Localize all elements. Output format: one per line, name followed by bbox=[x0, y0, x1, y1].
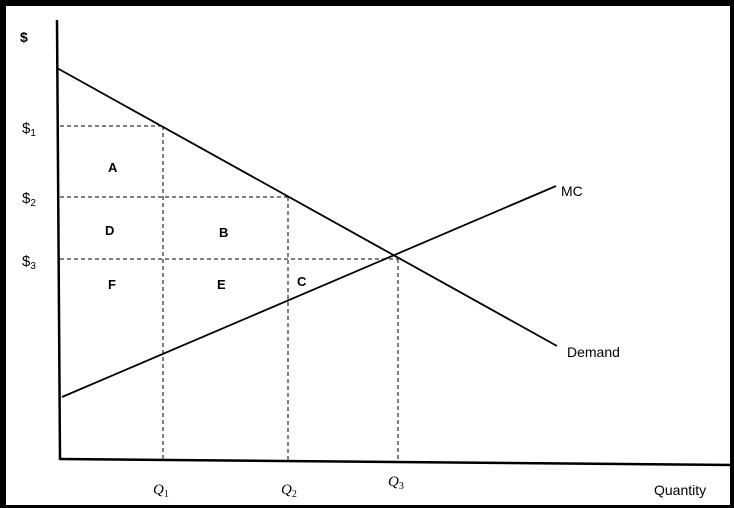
frame-border-bottom bbox=[0, 505, 734, 508]
region-label-e: E bbox=[217, 277, 226, 292]
frame-border-right bbox=[730, 0, 734, 508]
region-label-d: D bbox=[105, 223, 114, 238]
y-axis-label: $ bbox=[20, 29, 28, 45]
x-axis-label: Quantity bbox=[654, 482, 706, 498]
demand-curve-label: Demand bbox=[567, 344, 620, 360]
frame-border-top bbox=[0, 0, 734, 6]
quantity-label-3: Q3 bbox=[388, 474, 404, 492]
price-label-3: $3 bbox=[22, 253, 36, 272]
quantity-label-1: Q1 bbox=[153, 482, 169, 500]
y-axis bbox=[55, 19, 62, 461]
quantity-label-2: Q2 bbox=[281, 482, 297, 500]
frame-border-left bbox=[0, 0, 6, 508]
price-label-1: $1 bbox=[22, 120, 36, 139]
x-axis bbox=[59, 457, 734, 467]
region-label-a: A bbox=[108, 160, 118, 175]
mc-curve bbox=[61, 185, 557, 398]
mc-curve-label: MC bbox=[561, 183, 583, 199]
region-label-c: C bbox=[297, 274, 307, 289]
demand-curve bbox=[56, 67, 558, 347]
region-label-b: B bbox=[219, 225, 228, 240]
price-label-2: $2 bbox=[22, 190, 36, 209]
region-label-f: F bbox=[108, 277, 116, 292]
